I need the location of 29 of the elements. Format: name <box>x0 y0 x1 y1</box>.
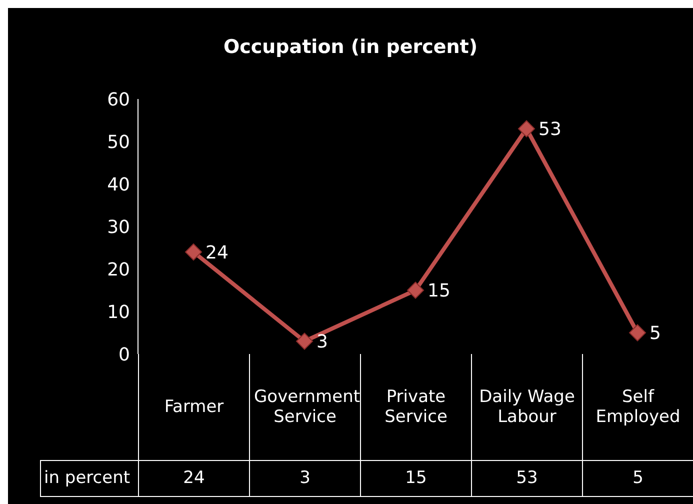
data-label: 15 <box>428 280 450 302</box>
point <box>296 332 313 350</box>
y-tick-label: 40 <box>107 174 130 196</box>
y-tick-label: 10 <box>107 302 130 323</box>
point <box>629 324 646 342</box>
x-tick-label: Private Service <box>360 354 472 460</box>
y-tick-label: 50 <box>107 132 130 153</box>
y-tick-label: 20 <box>107 259 130 280</box>
text: 5 <box>582 460 693 496</box>
data-label: 5 <box>650 323 661 344</box>
text: 53 <box>472 460 582 496</box>
point <box>185 244 202 260</box>
data-label: 24 <box>206 242 228 264</box>
text: 3 <box>250 460 360 496</box>
x-tick-label: Daily Wage Labour <box>472 354 582 460</box>
y-tick-label: 60 <box>107 89 130 110</box>
data-label: 3 <box>316 332 328 353</box>
x-tick-label: Farmer <box>138 354 250 460</box>
y-tick-label: 0 <box>118 344 130 366</box>
y-tick-label: 30 <box>107 216 130 238</box>
point <box>518 120 535 138</box>
text: 15 <box>360 460 472 496</box>
x-tick-label: Government Service <box>250 354 360 460</box>
text: in percent <box>40 460 138 496</box>
text: 24 <box>138 460 250 496</box>
point <box>407 282 424 299</box>
x-tick-label: Self Employed <box>582 354 693 460</box>
chart-title: Occupation (in percent) <box>222 36 479 58</box>
data-label: 53 <box>538 119 562 140</box>
